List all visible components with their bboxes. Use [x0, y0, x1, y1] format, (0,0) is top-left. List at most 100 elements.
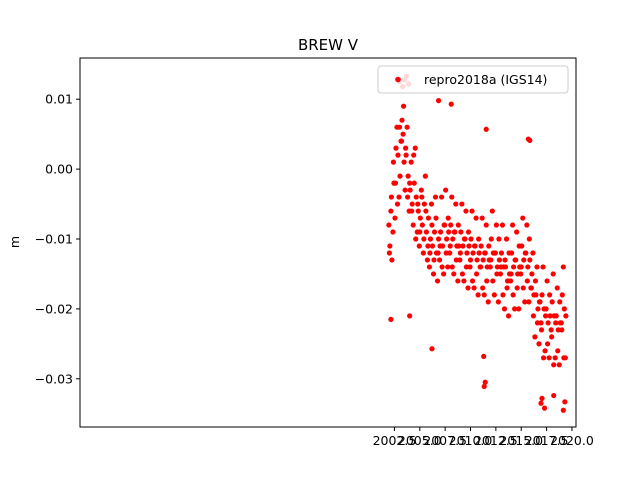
y-axis-label: m: [7, 236, 22, 248]
data-point: [469, 208, 475, 214]
data-point: [453, 201, 459, 207]
data-point: [465, 285, 471, 291]
data-point: [522, 250, 528, 256]
data-point: [435, 98, 442, 104]
data-point: [544, 278, 550, 284]
data-point: [481, 292, 487, 298]
data-point: [449, 194, 455, 200]
data-point: [559, 327, 565, 333]
data-point: [556, 362, 562, 368]
y-tick-label: −0.01: [35, 232, 73, 247]
data-point: [400, 103, 407, 109]
data-point: [522, 299, 528, 305]
data-point: [488, 236, 494, 242]
data-point: [434, 278, 441, 284]
data-point: [441, 222, 447, 228]
data-point: [489, 208, 495, 214]
data-point: [447, 243, 453, 249]
data-point: [535, 306, 541, 312]
data-point: [482, 250, 488, 256]
data-point: [398, 138, 405, 144]
data-point: [415, 208, 421, 214]
data-point: [549, 334, 555, 340]
data-point: [548, 327, 554, 333]
data-point: [457, 250, 463, 256]
data-point: [459, 201, 465, 207]
data-point: [490, 278, 496, 284]
data-point: [546, 355, 552, 361]
data-point: [403, 152, 409, 158]
data-point: [393, 145, 399, 151]
data-point: [551, 392, 557, 399]
data-point: [439, 264, 445, 270]
data-point: [394, 201, 401, 207]
data-point: [524, 278, 530, 284]
data-point: [500, 292, 506, 298]
data-point: [478, 264, 484, 270]
data-point: [512, 306, 518, 312]
data-point: [496, 236, 502, 242]
x-tick-label: 2007.5: [423, 433, 467, 448]
data-point: [528, 285, 534, 291]
data-point: [420, 250, 426, 256]
data-point: [486, 243, 492, 249]
data-point: [460, 243, 466, 249]
data-point: [463, 264, 470, 270]
data-point: [507, 278, 514, 284]
data-point: [397, 173, 403, 179]
x-tick-label: 2010.0: [449, 433, 493, 448]
chart-title: BREW V: [298, 36, 359, 54]
data-point: [550, 271, 556, 277]
data-point: [455, 222, 461, 228]
data-point: [471, 243, 478, 249]
data-point: [431, 229, 438, 235]
data-point: [485, 299, 491, 305]
data-point: [429, 346, 435, 352]
data-point: [557, 299, 563, 305]
data-point: [469, 278, 476, 284]
data-point: [453, 257, 459, 263]
data-point: [542, 348, 548, 354]
data-point: [396, 124, 403, 130]
data-point: [549, 299, 555, 305]
data-point: [474, 257, 480, 263]
data-point: [526, 236, 532, 242]
data-point: [409, 201, 415, 207]
data-points: [386, 73, 569, 413]
data-point: [409, 208, 415, 214]
data-point: [423, 229, 429, 235]
data-point: [412, 145, 418, 151]
data-point: [521, 257, 527, 263]
data-point: [392, 215, 398, 221]
data-point: [506, 250, 512, 256]
data-point: [502, 257, 508, 263]
data-point: [498, 264, 504, 270]
data-point: [554, 285, 560, 291]
data-point: [493, 222, 499, 228]
data-point: [543, 306, 549, 312]
data-point: [465, 229, 472, 235]
data-point: [445, 264, 451, 270]
data-point: [448, 222, 454, 228]
data-point: [463, 208, 469, 214]
data-point: [407, 187, 413, 193]
data-point: [471, 285, 477, 291]
data-point: [547, 292, 553, 298]
data-point: [432, 194, 439, 200]
x-tick-label: 2020.0: [550, 433, 594, 448]
data-point: [456, 243, 462, 249]
data-point: [491, 292, 497, 298]
data-point: [405, 194, 411, 200]
data-point: [417, 229, 423, 235]
data-point: [560, 407, 566, 413]
data-point: [405, 173, 411, 179]
data-point: [551, 362, 557, 368]
data-point: [475, 292, 481, 298]
data-point: [418, 187, 424, 193]
data-point: [538, 400, 544, 406]
data-point: [534, 264, 540, 270]
data-point: [408, 159, 414, 165]
data-point: [476, 236, 482, 242]
data-point: [545, 341, 551, 347]
legend: repro2018a (IGS14): [377, 65, 569, 94]
